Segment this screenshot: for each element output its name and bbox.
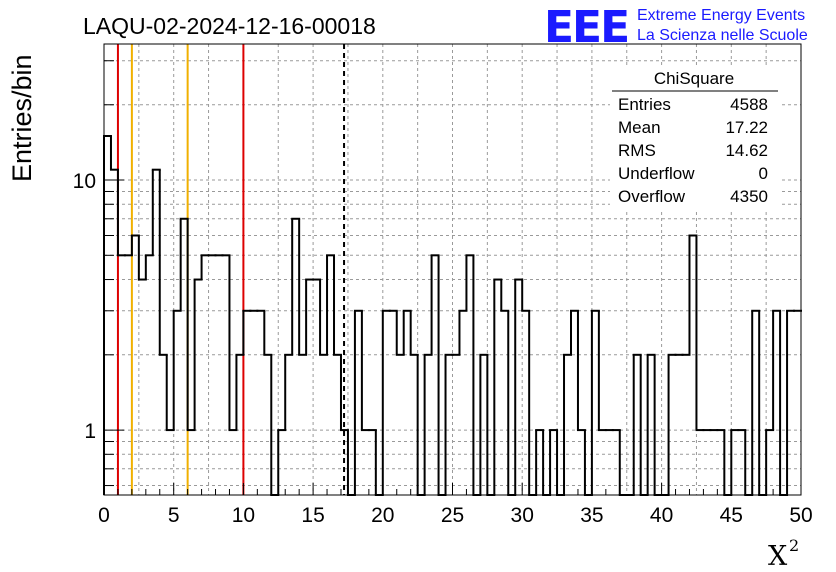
reference-lines bbox=[116, 44, 346, 495]
x-tick-label: 40 bbox=[650, 504, 673, 527]
stats-box: ChiSquare Entries 4588 Mean 17.22 RMS 14… bbox=[610, 66, 782, 210]
x-tick-label: 50 bbox=[789, 504, 812, 527]
logo-line-1: Extreme Energy Events bbox=[637, 7, 805, 24]
x-tick-label: 5 bbox=[168, 504, 180, 527]
x-tick-label: 15 bbox=[301, 504, 324, 527]
y-axis-label: Entries/bin bbox=[7, 54, 37, 182]
x-tick-label: 45 bbox=[720, 504, 743, 527]
x-tick-label: 20 bbox=[371, 504, 394, 527]
chart-title: LAQU-02-2024-12-16-00018 bbox=[83, 13, 376, 39]
stats-label-entries: Entries bbox=[618, 95, 671, 114]
y-axis-ticks: 1 10 bbox=[73, 60, 124, 487]
stats-label-rms: RMS bbox=[618, 141, 656, 160]
stats-label-mean: Mean bbox=[618, 118, 661, 137]
stats-value-underflow: 0 bbox=[759, 164, 768, 183]
x-axis-ticks: 0 5 10 15 20 25 30 35 40 45 50 bbox=[98, 483, 813, 527]
stats-title: ChiSquare bbox=[654, 69, 734, 88]
logo-line-2: La Scienza nelle Scuole bbox=[637, 27, 808, 44]
y-tick-label: 10 bbox=[73, 170, 96, 193]
histogram-bins bbox=[103, 135, 802, 496]
x-axis-label-superscript: 2 bbox=[789, 536, 799, 555]
x-axis-label: X 2 bbox=[768, 536, 799, 572]
y-tick-label: 1 bbox=[84, 420, 96, 443]
stats-box-background bbox=[610, 66, 782, 210]
x-tick-label: 25 bbox=[441, 504, 464, 527]
stats-label-underflow: Underflow bbox=[618, 164, 695, 183]
x-tick-label: 10 bbox=[232, 504, 255, 527]
x-tick-label: 0 bbox=[98, 504, 110, 527]
stats-label-overflow: Overflow bbox=[618, 187, 686, 206]
grid bbox=[104, 44, 801, 495]
x-axis-label-base: X bbox=[768, 541, 788, 572]
stats-value-overflow: 4350 bbox=[730, 187, 768, 206]
stats-value-rms: 14.62 bbox=[725, 141, 768, 160]
x-tick-label: 35 bbox=[580, 504, 603, 527]
stats-value-entries: 4588 bbox=[730, 95, 768, 114]
eee-logo: EEE Extreme Energy Events La Scienza nel… bbox=[544, 2, 808, 53]
stats-value-mean: 17.22 bbox=[725, 118, 768, 137]
x-tick-label: 30 bbox=[511, 504, 534, 527]
